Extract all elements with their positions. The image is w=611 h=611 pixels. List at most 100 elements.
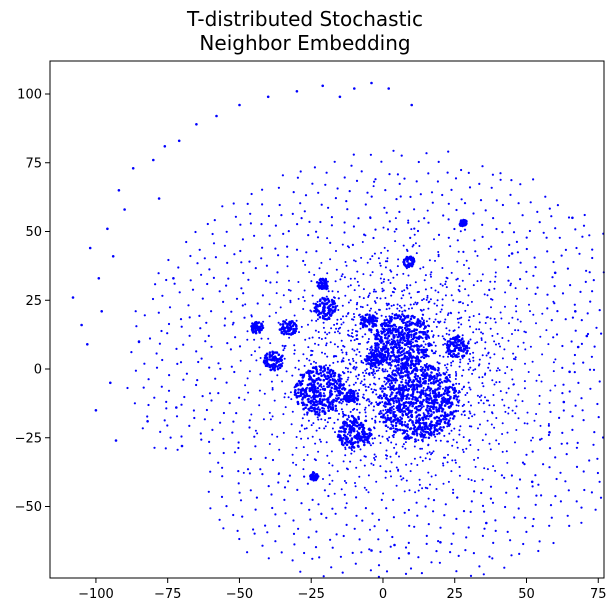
scatter-point: [363, 486, 366, 489]
scatter-point: [248, 419, 251, 422]
scatter-point: [583, 488, 586, 492]
scatter-point: [241, 304, 244, 307]
scatter-point: [291, 410, 294, 413]
scatter-point: [348, 446, 351, 449]
scatter-point: [434, 401, 437, 404]
scatter-point: [327, 300, 331, 303]
scatter-point: [380, 415, 383, 419]
scatter-point: [378, 412, 381, 416]
scatter-point: [535, 494, 538, 497]
scatter-point: [514, 356, 517, 359]
scatter-point: [316, 309, 320, 313]
scatter-point: [457, 321, 460, 324]
scatter-point: [316, 300, 319, 303]
scatter-point: [588, 459, 591, 462]
scatter-point: [370, 81, 373, 85]
scatter-point: [446, 461, 449, 464]
scatter-point: [415, 419, 418, 422]
scatter-point: [360, 318, 363, 322]
scatter-point: [329, 241, 332, 244]
scatter-point: [196, 379, 199, 382]
scatter-point: [375, 480, 378, 483]
scatter-point: [490, 306, 492, 309]
scatter-point: [268, 234, 271, 237]
scatter-point: [357, 415, 360, 419]
scatter-point: [519, 183, 522, 186]
scatter-point: [314, 342, 316, 345]
scatter-point: [117, 189, 121, 192]
scatter-point: [435, 408, 438, 412]
scatter-point: [493, 317, 496, 320]
scatter-point: [436, 433, 439, 436]
scatter-point: [325, 313, 329, 317]
scatter-point: [380, 160, 383, 163]
scatter-point: [278, 363, 281, 367]
scatter-point: [392, 402, 395, 405]
scatter-point: [422, 398, 425, 402]
scatter-point: [310, 280, 313, 283]
scatter-point: [401, 397, 404, 400]
scatter-point: [457, 346, 461, 350]
scatter-point: [287, 332, 291, 336]
scatter-point: [524, 516, 527, 519]
scatter-point: [316, 390, 320, 393]
scatter-point: [185, 372, 188, 375]
scatter-point: [468, 273, 471, 275]
scatter-point: [307, 234, 310, 237]
scatter-point: [488, 404, 491, 407]
scatter-point: [464, 549, 467, 552]
scatter-point: [391, 373, 395, 376]
scatter-point: [492, 217, 495, 220]
scatter-point: [343, 480, 346, 482]
scatter-point: [406, 382, 409, 385]
scatter-point: [389, 374, 392, 378]
scatter-point: [320, 261, 323, 264]
scatter-point: [414, 401, 418, 405]
scatter-point: [462, 350, 465, 353]
scatter-point: [370, 402, 373, 405]
scatter-point: [467, 526, 470, 529]
scatter-point: [408, 524, 411, 527]
scatter-point: [188, 334, 191, 337]
scatter-point: [358, 475, 361, 478]
scatter-point: [452, 299, 455, 302]
scatter-point: [385, 394, 388, 397]
scatter-point: [352, 427, 356, 431]
scatter-point: [164, 447, 167, 450]
scatter-point: [350, 339, 352, 342]
scatter-point: [473, 480, 476, 483]
scatter-point: [384, 344, 388, 348]
scatter-point: [406, 359, 409, 363]
scatter-point: [336, 187, 339, 190]
scatter-point: [418, 408, 422, 412]
scatter-point: [248, 260, 251, 263]
scatter-point: [372, 374, 375, 376]
scatter-point: [382, 226, 385, 229]
scatter-point: [393, 230, 396, 233]
scatter-point: [398, 314, 401, 318]
scatter-point: [432, 433, 436, 436]
scatter-point: [283, 486, 287, 489]
scatter-point: [447, 440, 449, 443]
scatter-point: [334, 331, 336, 334]
scatter-point: [408, 351, 412, 355]
scatter-point: [450, 271, 453, 274]
scatter-point: [515, 310, 518, 313]
scatter-point: [513, 516, 516, 519]
scatter-point: [402, 403, 406, 406]
scatter-point: [425, 152, 428, 155]
scatter-point: [352, 383, 355, 386]
scatter-point: [383, 402, 387, 405]
scatter-point: [404, 361, 407, 365]
scatter-point: [389, 354, 393, 358]
scatter-point: [402, 272, 405, 275]
scatter-point: [589, 387, 592, 390]
scatter-point: [392, 336, 396, 339]
scatter-point: [413, 445, 416, 448]
scatter-point: [573, 353, 577, 357]
scatter-point: [436, 401, 439, 405]
scatter-point: [389, 332, 393, 335]
scatter-point: [302, 468, 305, 471]
scatter-point: [249, 457, 252, 461]
scatter-point: [455, 398, 459, 401]
